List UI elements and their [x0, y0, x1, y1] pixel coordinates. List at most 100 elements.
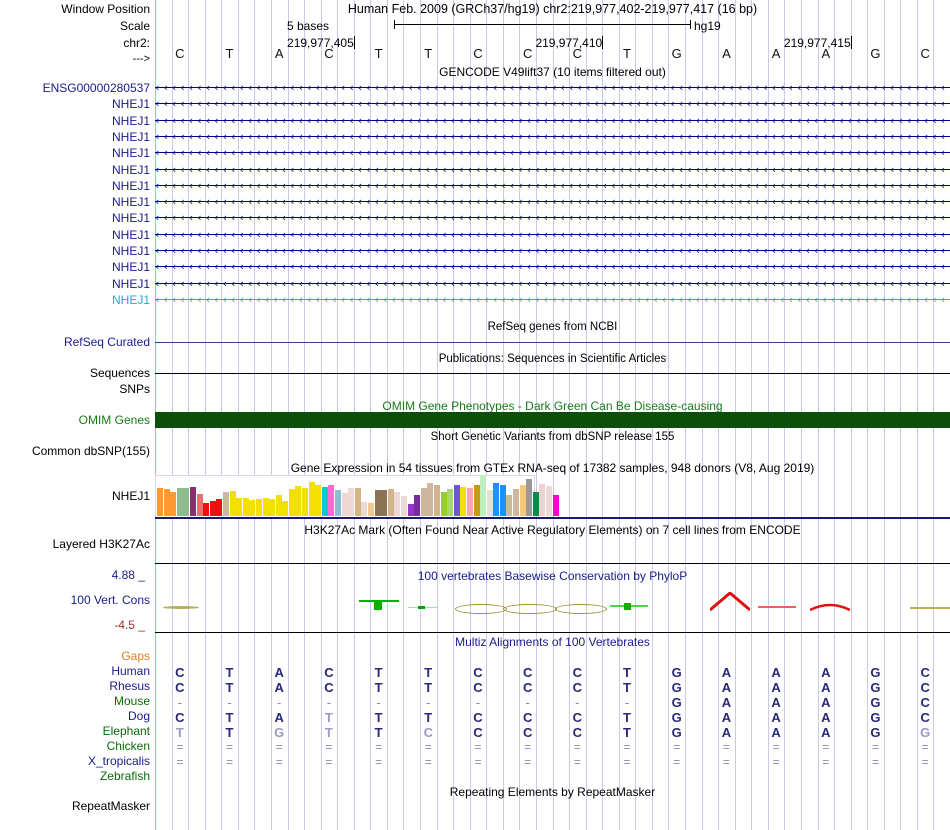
gencode-row-label[interactable]: NHEJ1: [111, 97, 150, 111]
gtex-bar[interactable]: [321, 487, 328, 516]
gtex-bar[interactable]: [466, 488, 473, 516]
gtex-bar[interactable]: [203, 503, 210, 516]
gtex-bar[interactable]: [499, 485, 506, 516]
gencode-row-label[interactable]: NHEJ1: [111, 130, 150, 144]
gtex-bar[interactable]: [552, 495, 559, 516]
gtex-bar[interactable]: [354, 488, 361, 516]
gencode-gene-row[interactable]: ‹‹‹‹‹‹‹‹‹‹‹‹‹‹‹‹‹‹‹‹‹‹‹‹‹‹‹‹‹‹‹‹‹‹‹‹‹‹‹‹…: [155, 114, 950, 127]
gtex-bar[interactable]: [453, 485, 460, 516]
gtex-bar[interactable]: [163, 489, 170, 516]
gtex-bar[interactable]: [546, 486, 553, 516]
gtex-bar[interactable]: [374, 490, 381, 516]
gencode-gene-row[interactable]: ‹‹‹‹‹‹‹‹‹‹‹‹‹‹‹‹‹‹‹‹‹‹‹‹‹‹‹‹‹‹‹‹‹‹‹‹‹‹‹‹…: [155, 244, 950, 257]
species-label[interactable]: Zebrafish: [99, 769, 150, 783]
gtex-bar[interactable]: [400, 496, 407, 516]
gtex-bar[interactable]: [414, 495, 421, 516]
gencode-row-label[interactable]: NHEJ1: [111, 114, 150, 128]
gtex-bar[interactable]: [361, 502, 368, 516]
gtex-bar[interactable]: [381, 490, 388, 516]
gencode-gene-row[interactable]: ‹‹‹‹‹‹‹‹‹‹‹‹‹‹‹‹‹‹‹‹‹‹‹‹‹‹‹‹‹‹‹‹‹‹‹‹‹‹‹‹…: [155, 146, 950, 159]
gtex-bar[interactable]: [539, 484, 546, 516]
gtex-bar[interactable]: [420, 488, 427, 516]
gtex-bar[interactable]: [262, 498, 269, 516]
species-label[interactable]: Dog: [127, 709, 150, 723]
gtex-bar[interactable]: [157, 488, 163, 516]
gtex-bar[interactable]: [341, 493, 348, 516]
conservation-plot[interactable]: [155, 568, 950, 630]
omim-gene-bar[interactable]: [155, 412, 950, 428]
gtex-bar[interactable]: [176, 488, 183, 516]
gencode-row-label[interactable]: NHEJ1: [111, 260, 150, 274]
species-label[interactable]: X_tropicalis: [87, 754, 150, 768]
gtex-bar[interactable]: [387, 489, 394, 516]
gtex-bar[interactable]: [255, 499, 262, 516]
gtex-bar[interactable]: [519, 485, 526, 516]
gtex-bar[interactable]: [473, 485, 480, 516]
gtex-bar[interactable]: [242, 498, 249, 516]
gtex-bar[interactable]: [275, 495, 282, 516]
gencode-gene-row[interactable]: ‹‹‹‹‹‹‹‹‹‹‹‹‹‹‹‹‹‹‹‹‹‹‹‹‹‹‹‹‹‹‹‹‹‹‹‹‹‹‹‹…: [155, 81, 950, 94]
gtex-bar[interactable]: [447, 489, 454, 516]
gencode-gene-row[interactable]: ‹‹‹‹‹‹‹‹‹‹‹‹‹‹‹‹‹‹‹‹‹‹‹‹‹‹‹‹‹‹‹‹‹‹‹‹‹‹‹‹…: [155, 195, 950, 208]
gtex-bar[interactable]: [288, 489, 295, 516]
gtex-bar[interactable]: [196, 494, 203, 516]
gtex-bar[interactable]: [269, 499, 276, 516]
gtex-bar[interactable]: [493, 483, 500, 516]
gtex-bar[interactable]: [189, 487, 196, 516]
species-label[interactable]: Rhesus: [109, 679, 150, 693]
gencode-gene-row[interactable]: ‹‹‹‹‹‹‹‹‹‹‹‹‹‹‹‹‹‹‹‹‹‹‹‹‹‹‹‹‹‹‹‹‹‹‹‹‹‹‹‹…: [155, 293, 950, 306]
gencode-row-label[interactable]: NHEJ1: [111, 211, 150, 225]
gtex-bar[interactable]: [236, 498, 243, 516]
gtex-bar[interactable]: [526, 479, 533, 516]
species-label[interactable]: Human: [111, 664, 150, 678]
gtex-bar[interactable]: [433, 485, 440, 516]
gencode-row-label[interactable]: NHEJ1: [111, 293, 150, 307]
gtex-bar[interactable]: [229, 491, 236, 516]
gtex-bar[interactable]: [348, 488, 355, 516]
species-label[interactable]: Elephant: [102, 724, 150, 738]
gencode-row-label[interactable]: ENSG00000280537: [42, 81, 150, 95]
gtex-bar[interactable]: [302, 488, 309, 516]
gtex-bar[interactable]: [532, 492, 539, 516]
gtex-bar[interactable]: [513, 489, 520, 516]
gencode-row-label[interactable]: NHEJ1: [111, 163, 150, 177]
gencode-row-label[interactable]: NHEJ1: [111, 195, 150, 209]
gtex-bar[interactable]: [440, 492, 447, 516]
gencode-gene-row[interactable]: ‹‹‹‹‹‹‹‹‹‹‹‹‹‹‹‹‹‹‹‹‹‹‹‹‹‹‹‹‹‹‹‹‹‹‹‹‹‹‹‹…: [155, 211, 950, 224]
gtex-bar[interactable]: [170, 492, 177, 516]
gencode-row-label[interactable]: NHEJ1: [111, 146, 150, 160]
gencode-gene-row[interactable]: ‹‹‹‹‹‹‹‹‹‹‹‹‹‹‹‹‹‹‹‹‹‹‹‹‹‹‹‹‹‹‹‹‹‹‹‹‹‹‹‹…: [155, 163, 950, 176]
gtex-bar[interactable]: [222, 492, 229, 516]
gtex-bar[interactable]: [486, 490, 493, 516]
gtex-bar[interactable]: [295, 486, 302, 516]
species-label[interactable]: Chicken: [106, 739, 150, 753]
gtex-bar[interactable]: [506, 495, 513, 516]
gtex-bar[interactable]: [249, 500, 256, 516]
gtex-bar[interactable]: [328, 485, 335, 516]
gtex-bar[interactable]: [315, 485, 322, 516]
gtex-bar[interactable]: [427, 483, 434, 516]
gencode-gene-row[interactable]: ‹‹‹‹‹‹‹‹‹‹‹‹‹‹‹‹‹‹‹‹‹‹‹‹‹‹‹‹‹‹‹‹‹‹‹‹‹‹‹‹…: [155, 260, 950, 273]
gtex-bar[interactable]: [216, 499, 223, 516]
gencode-gene-row[interactable]: ‹‹‹‹‹‹‹‹‹‹‹‹‹‹‹‹‹‹‹‹‹‹‹‹‹‹‹‹‹‹‹‹‹‹‹‹‹‹‹‹…: [155, 97, 950, 110]
gencode-gene-row[interactable]: ‹‹‹‹‹‹‹‹‹‹‹‹‹‹‹‹‹‹‹‹‹‹‹‹‹‹‹‹‹‹‹‹‹‹‹‹‹‹‹‹…: [155, 228, 950, 241]
gtex-bar[interactable]: [460, 487, 467, 516]
gtex-bar[interactable]: [368, 503, 374, 516]
gtex-bar[interactable]: [407, 504, 414, 516]
gencode-gene-row[interactable]: ‹‹‹‹‹‹‹‹‹‹‹‹‹‹‹‹‹‹‹‹‹‹‹‹‹‹‹‹‹‹‹‹‹‹‹‹‹‹‹‹…: [155, 179, 950, 192]
gencode-row-label[interactable]: NHEJ1: [111, 244, 150, 258]
gencode-gene-row[interactable]: ‹‹‹‹‹‹‹‹‹‹‹‹‹‹‹‹‹‹‹‹‹‹‹‹‹‹‹‹‹‹‹‹‹‹‹‹‹‹‹‹…: [155, 130, 950, 143]
gencode-row-label[interactable]: NHEJ1: [111, 277, 150, 291]
gtex-expression-chart[interactable]: [155, 475, 559, 519]
gtex-bar[interactable]: [480, 475, 487, 516]
gencode-row-label[interactable]: NHEJ1: [111, 179, 150, 193]
gtex-bar[interactable]: [308, 482, 315, 516]
gencode-row-label[interactable]: NHEJ1: [111, 228, 150, 242]
gtex-bar[interactable]: [209, 501, 216, 516]
gtex-bar[interactable]: [282, 501, 289, 516]
species-label[interactable]: Mouse: [113, 694, 150, 708]
gencode-gene-row[interactable]: ‹‹‹‹‹‹‹‹‹‹‹‹‹‹‹‹‹‹‹‹‹‹‹‹‹‹‹‹‹‹‹‹‹‹‹‹‹‹‹‹…: [155, 277, 950, 290]
gtex-bar[interactable]: [335, 490, 342, 516]
gtex-bar[interactable]: [183, 488, 190, 516]
gtex-bar[interactable]: [394, 492, 401, 516]
